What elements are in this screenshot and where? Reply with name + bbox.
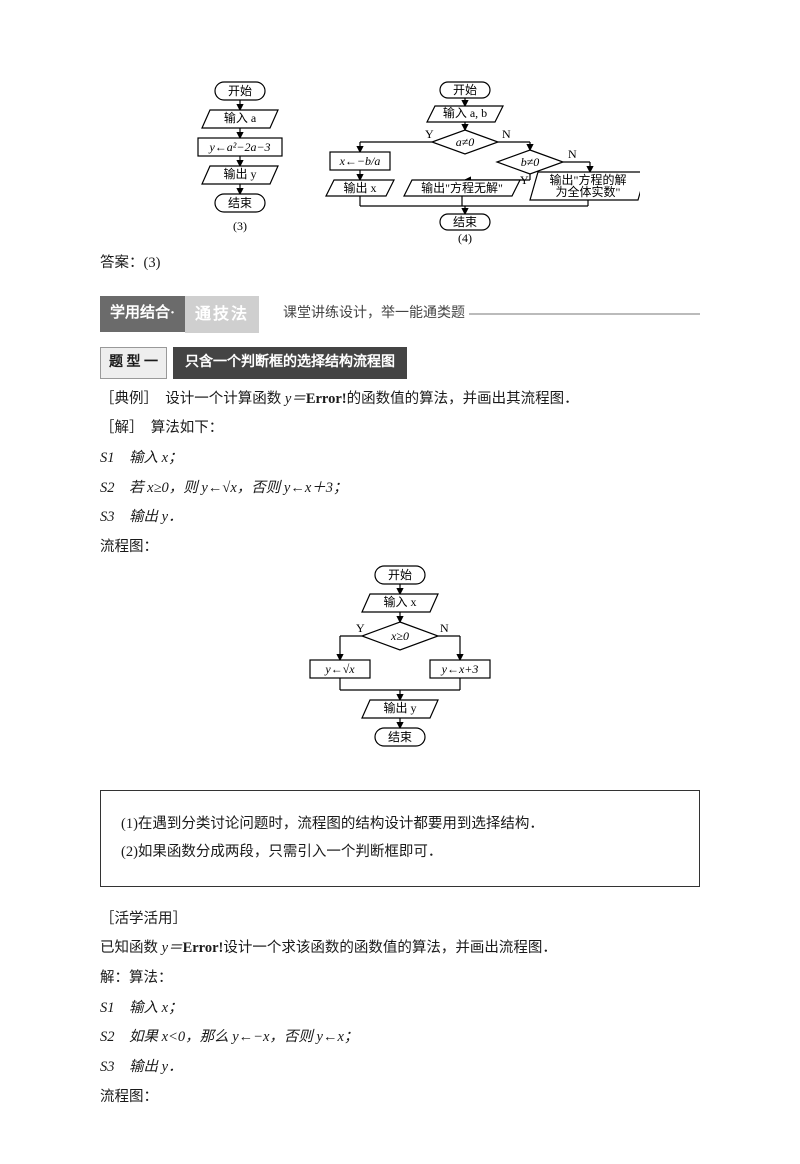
answer-label: 答案： [100,255,144,271]
section-banner: 学用结合· 通技法 课堂讲练设计，举一能通类题 [100,296,700,333]
fc4-end: 结束 [453,215,477,229]
step-s1: S1 输入 x； [100,446,700,471]
note-1: (1)在遇到分类讨论问题时，流程图的结构设计都要用到选择结构． [121,812,679,837]
flow-label: 流程图： [100,535,700,560]
svg-text:y←√x: y←√x [324,662,355,676]
answer-value: (3) [144,255,161,271]
fc3-process: y←a²−2a−3 [208,140,270,154]
banner-line [469,313,700,315]
fc4-start: 开始 [453,83,477,97]
svg-text:Y: Y [356,621,365,635]
fc3-input: 输入 a [224,110,257,125]
svg-text:开始: 开始 [388,568,412,582]
note-2: (2)如果函数分成两段，只需引入一个判断框即可． [121,840,679,865]
fc4-input: 输入 a, b [443,105,487,120]
fc4-assign: x←−b/a [339,154,381,168]
svg-text:x≥0: x≥0 [390,629,409,643]
step-s1b: S1 输入 x； [100,996,700,1021]
practice-line: 已知函数 y＝Error!设计一个求该函数的函数值的算法，并画出流程图． [100,936,700,961]
fc4-none: 输出"方程无解" [421,180,503,195]
fc4-label: (4) [458,231,472,245]
fc4-n1: N [502,127,511,141]
svg-text:输入 x: 输入 x [383,594,416,609]
example-prefix: ［典例］ [100,391,151,407]
note-box: (1)在遇到分类讨论问题时，流程图的结构设计都要用到选择结构． (2)如果函数分… [100,790,700,886]
banner-tech: 通技法 [185,296,259,333]
mid-flowchart: 开始 输入 x x≥0 Y N y←√x y←x+3 输出 y 结束 [100,564,700,764]
top-flowcharts: 开始 输入 a y←a²−2a−3 输出 y 结束 (3) 开始 输入 a, b… [100,80,700,245]
svg-text:y←x+3: y←x+3 [441,662,479,676]
fc4-outx: 输出 x [343,180,376,195]
fc3-end: 结束 [228,196,252,210]
step-s3: S3 输出 y． [100,505,700,530]
svg-text:结束: 结束 [388,730,412,744]
error-text: Error! [306,391,347,407]
step-s2b: S2 如果 x<0，那么 y←−x，否则 y←x； [100,1025,700,1050]
banner-sub: 课堂讲练设计，举一能通类题 [283,302,465,326]
svg-text:N: N [440,621,449,635]
example-line: ［典例］ 设计一个计算函数 y＝Error!的函数值的算法，并画出其流程图． [100,387,700,412]
step-s2: S2 若 x≥0，则 y←√x，否则 y←x＋3； [100,476,700,501]
flow-label-2: 流程图： [100,1085,700,1110]
fc3-output: 输出 y [223,166,256,181]
step-s3b: S3 输出 y． [100,1055,700,1080]
practice-label: ［活学活用］ [100,907,700,932]
tixing-title: 只含一个判断框的选择结构流程图 [173,347,407,379]
fc4-n2: N [568,147,577,161]
fc3-label: (3) [233,219,247,233]
banner-left: 学用结合 [110,305,170,321]
tixing-label: 题 型 一 [100,347,167,379]
svg-text:为全体实数": 为全体实数" [556,184,621,199]
svg-text:输出 y: 输出 y [383,700,416,715]
fc3-start: 开始 [228,84,252,98]
question-type-header: 题 型 一 只含一个判断框的选择结构流程图 [100,347,700,379]
solution-label: ［解］ 算法如下： [100,416,700,441]
sol2-label: 解：算法： [100,966,700,991]
fc4-cond2: b≠0 [521,155,540,169]
fc4-cond1: a≠0 [456,135,475,149]
answer-line: 答案：(3) [100,251,700,276]
fc4-y1: Y [425,127,434,141]
